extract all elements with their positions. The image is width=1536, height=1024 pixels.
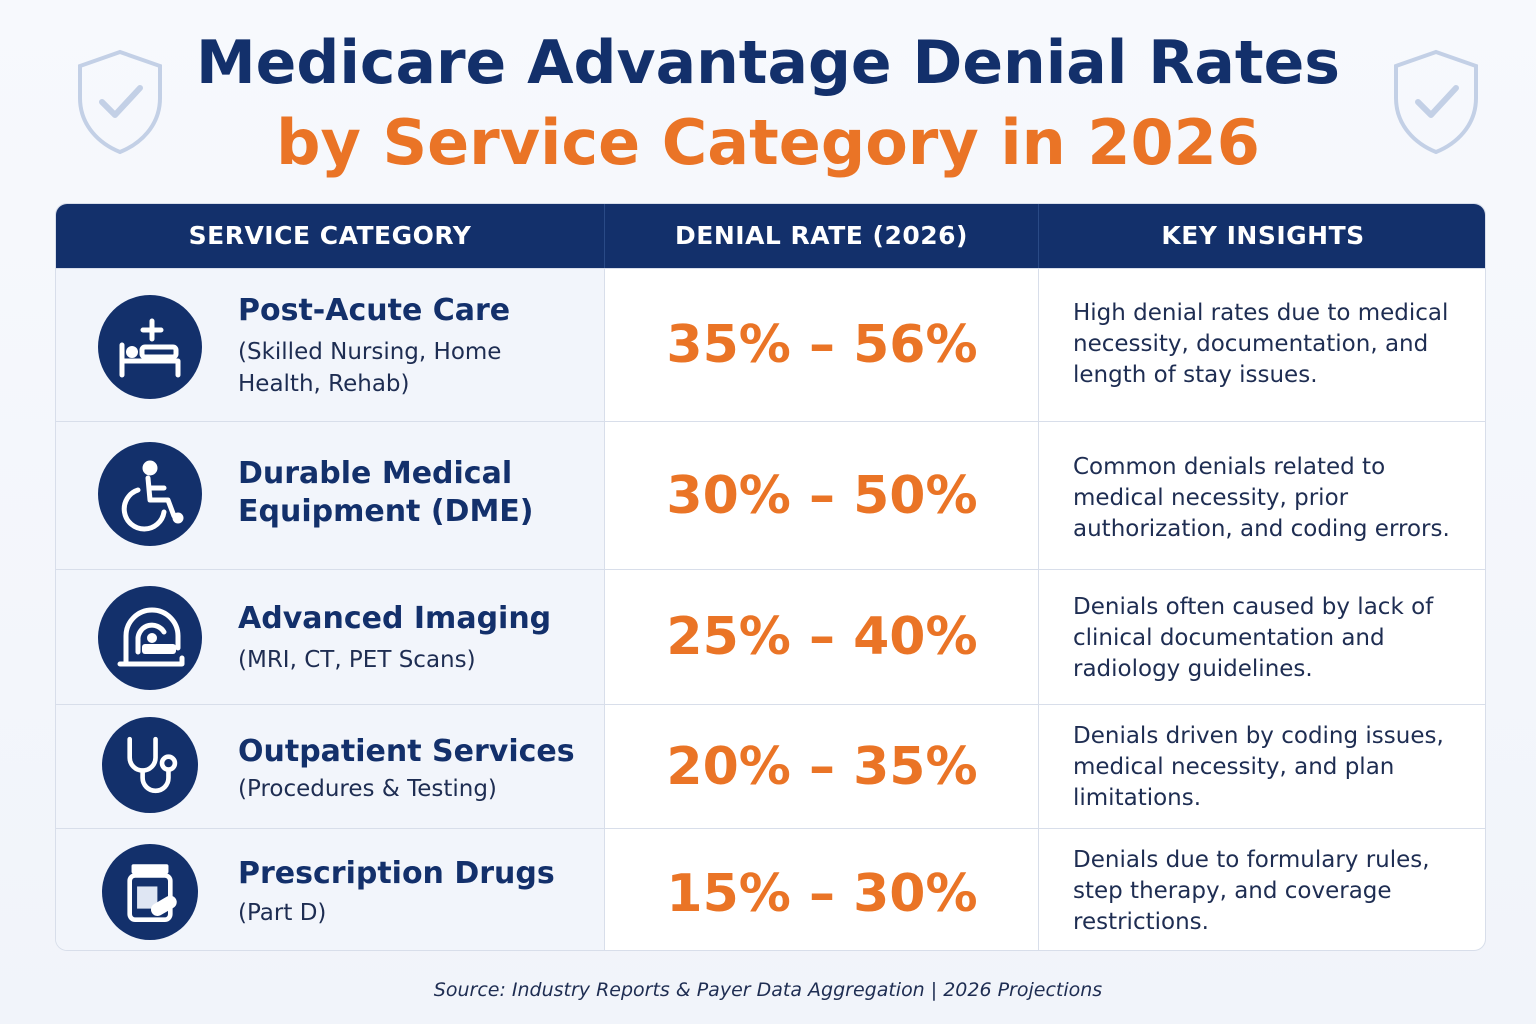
page-subtitle: by Service Category in 2026: [276, 106, 1260, 179]
shield-check-icon: [74, 48, 166, 160]
insight-text: Denials driven by coding issues, medical…: [1073, 723, 1444, 811]
category-subtitle: (MRI, CT, PET Scans): [238, 647, 476, 673]
table-row: Post-Acute Care (Skilled Nursing, Home H…: [56, 268, 1485, 421]
denial-rates-table: SERVICE CATEGORY DENIAL RATE (2026) KEY …: [55, 203, 1486, 951]
page-title: Medicare Advantage Denial Rates: [195, 28, 1341, 98]
insight-text: Denials often caused by lack of clinical…: [1073, 594, 1434, 682]
category-cell: Durable Medical Equipment (DME): [56, 422, 604, 569]
insight-cell: Denials due to formulary rules, step the…: [1038, 829, 1485, 950]
rate-cell: 20% – 35%: [604, 705, 1038, 828]
column-header-category: SERVICE CATEGORY: [188, 221, 472, 250]
mri-scanner-icon: [98, 586, 202, 690]
table-row: Durable Medical Equipment (DME) 30% – 50…: [56, 421, 1485, 569]
category-name: Durable Medical Equipment (DME): [238, 456, 534, 529]
rate-value: 20% – 35%: [666, 737, 978, 797]
category-cell: Advanced Imaging (MRI, CT, PET Scans): [56, 570, 604, 704]
category-name: Post-Acute Care: [238, 293, 511, 328]
rate-value: 35% – 56%: [666, 315, 978, 375]
insight-cell: High denial rates due to medical necessi…: [1038, 269, 1485, 421]
insight-text: Common denials related to medical necess…: [1073, 454, 1450, 542]
rate-value: 15% – 30%: [666, 864, 978, 924]
category-cell: Post-Acute Care (Skilled Nursing, Home H…: [56, 269, 604, 421]
table-row: Advanced Imaging (MRI, CT, PET Scans) 25…: [56, 569, 1485, 704]
rate-cell: 35% – 56%: [604, 269, 1038, 421]
rate-cell: 15% – 30%: [604, 829, 1038, 950]
insight-cell: Denials driven by coding issues, medical…: [1038, 705, 1485, 828]
hospital-bed-icon: [98, 295, 202, 399]
shield-check-icon: [1390, 48, 1482, 160]
table-row: Outpatient Services (Procedures & Testin…: [56, 704, 1485, 828]
category-name: Outpatient Services: [238, 734, 575, 769]
category-cell: Prescription Drugs (Part D): [56, 829, 604, 950]
category-name: Prescription Drugs: [238, 856, 555, 891]
rate-cell: 30% – 50%: [604, 422, 1038, 569]
stethoscope-icon: [102, 717, 198, 813]
pill-bottle-icon: [102, 844, 198, 940]
category-name: Advanced Imaging: [238, 601, 552, 636]
category-subtitle: (Part D): [238, 900, 327, 926]
rate-cell: 25% – 40%: [604, 570, 1038, 704]
insight-text: High denial rates due to medical necessi…: [1073, 300, 1449, 388]
category-subtitle: (Procedures & Testing): [238, 776, 497, 802]
table-header: SERVICE CATEGORY DENIAL RATE (2026) KEY …: [56, 204, 1485, 268]
column-header-rate: DENIAL RATE (2026): [604, 204, 1038, 268]
insight-cell: Denials often caused by lack of clinical…: [1038, 570, 1485, 704]
insight-text: Denials due to formulary rules, step the…: [1073, 847, 1430, 935]
wheelchair-icon: [98, 442, 202, 546]
source-note: Source: Industry Reports & Payer Data Ag…: [433, 979, 1103, 1001]
rate-value: 25% – 40%: [666, 607, 978, 667]
table-row: Prescription Drugs (Part D) 15% – 30% De…: [56, 828, 1485, 950]
category-cell: Outpatient Services (Procedures & Testin…: [56, 705, 604, 828]
rate-value: 30% – 50%: [666, 466, 978, 526]
column-header-insights: KEY INSIGHTS: [1038, 204, 1485, 268]
insight-cell: Common denials related to medical necess…: [1038, 422, 1485, 569]
category-subtitle: (Skilled Nursing, Home Health, Rehab): [238, 339, 502, 397]
